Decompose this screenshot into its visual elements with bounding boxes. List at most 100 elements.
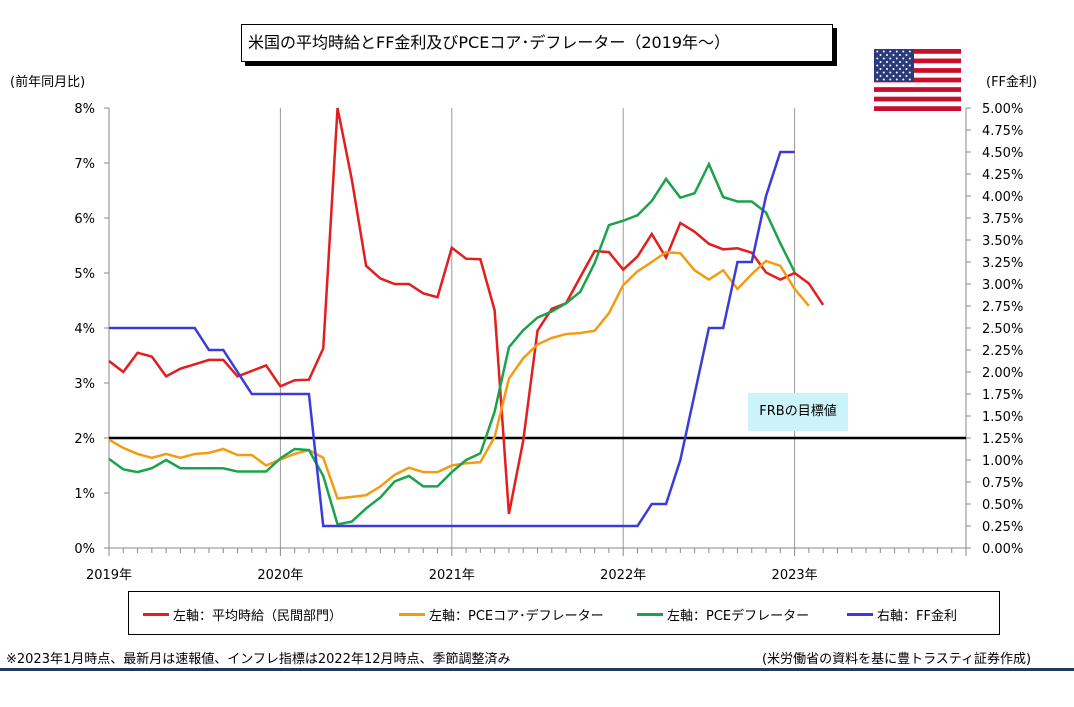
right-tick-label: 0.75% — [982, 476, 1023, 491]
flag-star — [876, 64, 879, 67]
flag-stripe — [874, 53, 961, 59]
flag-star — [908, 71, 911, 74]
legend-item-pce: 左軸：PCEデフレーター — [637, 605, 809, 624]
legend-label: 左軸：平均時給（民間部門） — [173, 609, 343, 624]
flag-star — [886, 61, 888, 63]
right-tick-label: 3.50% — [982, 234, 1023, 249]
flag-star — [899, 68, 901, 70]
legend-item-core-pce: 左軸：PCEコア･デフレーター — [399, 605, 604, 624]
flag-star — [882, 71, 885, 74]
flag-star — [876, 50, 879, 53]
flag-stripe — [874, 106, 961, 111]
flag-star — [895, 57, 898, 60]
right-tick-label: 1.75% — [982, 388, 1023, 403]
right-tick-label: 1.50% — [982, 410, 1023, 425]
flag-star — [895, 78, 898, 81]
footnote: ※2023年1月時点、最新月は速報値、インフレ指標は2022年12月時点、季節調… — [6, 652, 511, 667]
flag-star — [899, 75, 901, 77]
flag-star — [895, 64, 898, 67]
flag-stripe — [874, 49, 961, 55]
legend: 左軸：平均時給（民間部門） 左軸：PCEコア･デフレーター 左軸：PCEデフレー… — [128, 591, 1000, 635]
flag-star — [876, 57, 879, 60]
flag-stripe — [874, 101, 961, 107]
flag-star — [889, 50, 892, 53]
legend-label: 左軸：PCEデフレーター — [667, 609, 810, 624]
right-tick-label: 4.75% — [982, 124, 1023, 139]
flag-star — [895, 50, 898, 53]
flag-star — [882, 50, 885, 53]
flag-star — [899, 54, 901, 56]
left-tick-label: 7% — [74, 157, 95, 172]
flag-star — [892, 61, 895, 63]
right-tick-label: 2.50% — [982, 322, 1023, 337]
left-tick-label: 6% — [74, 212, 95, 227]
flag-star — [886, 68, 888, 70]
left-tick-label: 3% — [74, 377, 95, 392]
flag-stripe — [874, 72, 961, 78]
x-tick-label: 2023年 — [772, 568, 818, 583]
legend-item-wage: 左軸：平均時給（民間部門） — [143, 605, 342, 624]
flag-stripe — [874, 68, 961, 74]
flag-star — [889, 78, 892, 81]
legend-swatch — [399, 613, 425, 616]
frb-target-label: FRBの目標値 — [748, 393, 848, 431]
right-tick-label: 0.25% — [982, 520, 1023, 535]
flag-star — [892, 68, 895, 70]
flag-stripe — [874, 82, 961, 88]
legend-swatch — [637, 613, 663, 616]
flag-star — [902, 57, 905, 60]
right-tick-label: 2.00% — [982, 366, 1023, 381]
pce-series-line — [108, 161, 796, 526]
left-tick-label: 4% — [74, 322, 95, 337]
right-tick-label: 3.25% — [982, 256, 1023, 271]
right-tick-label: 2.25% — [982, 344, 1023, 359]
left-tick-label: 0% — [74, 542, 95, 557]
flag-star — [902, 50, 905, 53]
left-tick-label: 5% — [74, 267, 95, 282]
flag-star — [886, 75, 888, 77]
x-tick-label: 2022年 — [600, 568, 646, 583]
flag-star — [899, 61, 901, 63]
wage-series-line — [108, 107, 825, 515]
right-tick-label: 0.50% — [982, 498, 1023, 513]
flag-star — [905, 61, 908, 63]
right-tick-label: 4.00% — [982, 190, 1023, 205]
flag-stripe — [874, 96, 961, 102]
left-tick-label: 8% — [74, 102, 95, 117]
right-tick-label: 1.25% — [982, 432, 1023, 447]
right-tick-label: 5.00% — [982, 102, 1023, 117]
right-axis-label: (FF金利) — [986, 75, 1038, 90]
legend-label: 右軸：FF金利 — [877, 609, 957, 624]
x-tick-label: 2021年 — [429, 568, 475, 583]
legend-swatch — [847, 613, 873, 616]
flag-star — [882, 78, 885, 81]
legend-label: 左軸：PCEコア･デフレーター — [429, 609, 604, 624]
left-tick-label: 1% — [74, 487, 95, 502]
core-pce-series-line — [108, 250, 810, 500]
flag-star — [879, 61, 882, 63]
flag-star — [886, 54, 888, 56]
bottom-rule — [0, 668, 1074, 671]
flag-star — [905, 54, 908, 56]
ff-rate-series-line — [109, 150, 795, 528]
source-note: (米労働省の資料を基に豊トラスティ証券作成) — [762, 652, 1032, 667]
legend-item-ff-rate: 右軸：FF金利 — [847, 605, 957, 624]
flag-stripe — [874, 63, 961, 69]
x-tick-label: 2020年 — [257, 568, 303, 583]
right-tick-label: 3.00% — [982, 278, 1023, 293]
flag-star — [908, 64, 911, 67]
flag-star — [908, 50, 911, 53]
right-tick-label: 0.00% — [982, 542, 1023, 557]
us-flag-icon — [874, 49, 961, 111]
flag-star — [902, 71, 905, 74]
right-tick-label: 2.75% — [982, 300, 1023, 315]
flag-star — [908, 57, 911, 60]
right-tick-label: 4.25% — [982, 168, 1023, 183]
flag-stripe — [874, 91, 961, 97]
flag-star — [882, 57, 885, 60]
x-tick-label: 2019年 — [86, 568, 132, 583]
right-tick-label: 1.00% — [982, 454, 1023, 469]
flag-star — [879, 54, 882, 56]
flag-star — [902, 78, 905, 81]
